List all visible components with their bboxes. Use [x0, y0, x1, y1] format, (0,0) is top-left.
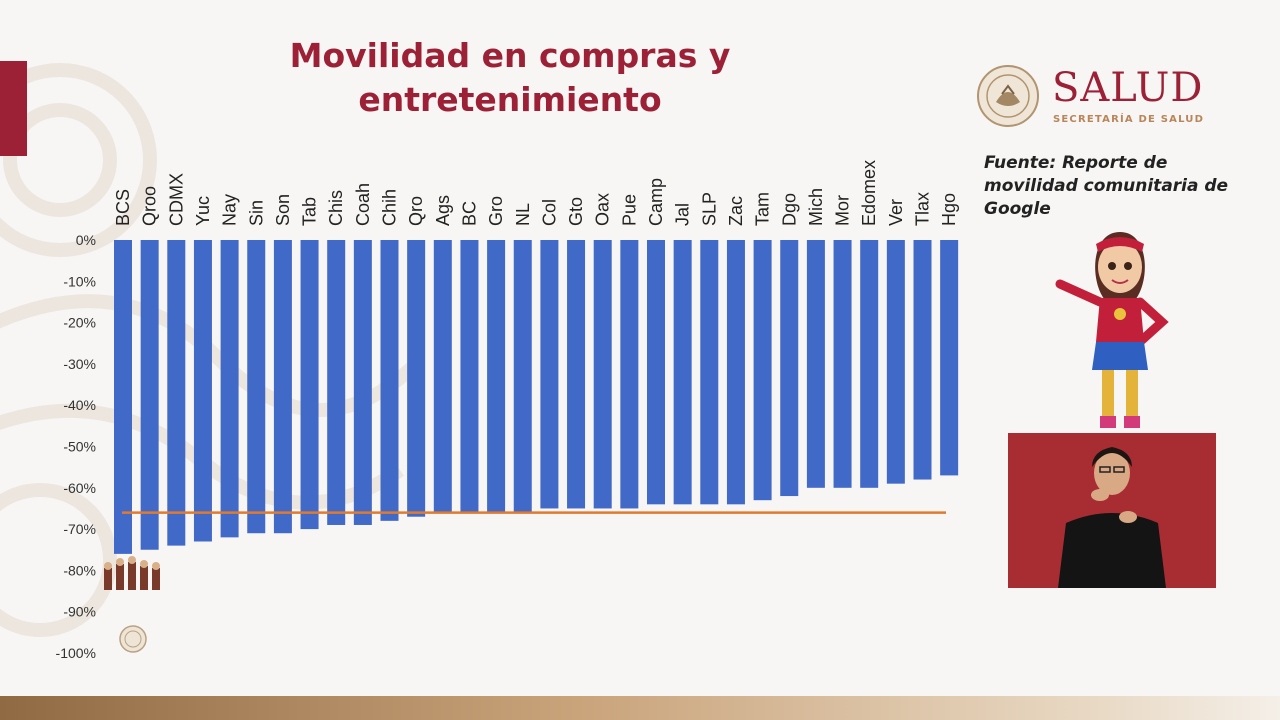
y-tick-label: -40%	[63, 397, 96, 413]
left-accent-tab	[0, 61, 27, 156]
bar-slp	[700, 240, 719, 505]
x-tick-label: Dgo	[779, 193, 799, 226]
bar-jal	[673, 240, 692, 505]
y-tick-label: -30%	[63, 356, 96, 372]
bar-tam	[753, 240, 772, 501]
bar-bc	[460, 240, 479, 513]
bar-mich	[806, 240, 825, 488]
bar-chart: 0% -10% -20% -30% -40% -50% -60% -70% -80% -90% -1…	[56, 160, 960, 661]
x-tick-label: Gto	[566, 197, 586, 226]
y-tick-label: -60%	[63, 480, 96, 496]
bar-nl	[513, 240, 532, 513]
x-tick-label: Chis	[326, 190, 346, 226]
x-tick-label: CDMX	[166, 173, 186, 226]
x-tick-label: Mor	[833, 195, 853, 226]
salud-subtitle: SECRETARÍA DE SALUD	[1053, 114, 1205, 125]
bar-dgo	[780, 240, 799, 497]
bar-qro	[407, 240, 426, 517]
y-tick-label: -10%	[63, 273, 96, 289]
bar-ver	[886, 240, 905, 484]
bar-yuc	[193, 240, 212, 542]
y-tick-label: -80%	[63, 562, 96, 578]
bar-son	[273, 240, 292, 534]
x-tick-label: Qroo	[140, 186, 160, 226]
national-seal-icon	[977, 65, 1039, 127]
x-tick-label: Oax	[593, 193, 613, 226]
x-tick-label: Edomex	[859, 160, 879, 226]
bar-pue	[620, 240, 639, 509]
y-tick-label: -70%	[63, 521, 96, 537]
salud-logo: SALUD SECRETARÍA DE SALUD	[972, 62, 1232, 132]
x-tick-label: Gro	[486, 196, 506, 226]
bar-gro	[487, 240, 506, 513]
x-tick-label: Tab	[300, 197, 320, 226]
chart-title: Movilidad en compras y entretenimiento	[289, 36, 731, 119]
bar-tlax	[913, 240, 932, 480]
x-tick-label: Pue	[619, 194, 639, 226]
y-tick-label: -50%	[63, 439, 96, 455]
bar-oax	[593, 240, 612, 509]
x-tick-label: Mich	[806, 188, 826, 226]
bar-chih	[380, 240, 399, 521]
bar-gto	[567, 240, 586, 509]
y-tick-label: -100%	[56, 645, 96, 661]
bar-edomex	[860, 240, 879, 488]
x-tick-label: SLP	[699, 192, 719, 226]
bar-mor	[833, 240, 852, 488]
salud-wordmark: SALUD	[1052, 65, 1204, 111]
heroes-illustration	[104, 556, 160, 590]
x-tick-label: Sin	[246, 200, 266, 226]
x-tick-label: Jal	[673, 203, 693, 226]
bar-qroo	[140, 240, 159, 550]
bar-chis	[327, 240, 346, 525]
bar-bcs	[114, 240, 132, 554]
x-tick-label: Chih	[380, 189, 400, 226]
y-tick-label: 0%	[76, 232, 96, 248]
x-tick-label: Zac	[726, 196, 746, 226]
x-tick-label: Ags	[433, 195, 453, 226]
x-tick-label: Nay	[220, 194, 240, 226]
bar-col	[540, 240, 559, 509]
mascot-illustration	[1055, 232, 1169, 428]
bar-cdmx	[167, 240, 186, 546]
x-tick-label: Qro	[406, 196, 426, 226]
x-tick-label: BCS	[113, 189, 133, 226]
x-tick-label: Coah	[353, 183, 373, 226]
bar-ags	[433, 240, 452, 513]
bar-camp	[647, 240, 665, 505]
bar-sin	[247, 240, 266, 534]
x-tick-label: Hgo	[939, 193, 959, 226]
x-tick-label: Tam	[753, 192, 773, 226]
x-tick-label: BC	[459, 201, 479, 226]
x-tick-label: Ver	[886, 199, 906, 226]
x-tick-label: Yuc	[193, 196, 213, 226]
bar-hgo	[940, 240, 959, 476]
x-tick-label: Son	[273, 194, 293, 226]
x-tick-label: Camp	[646, 178, 666, 226]
bar-tab	[300, 240, 319, 530]
source-note: Fuente: Reporte de movilidad comunitaria…	[984, 153, 1229, 219]
interpreter-figure	[1058, 447, 1166, 588]
bar-zac	[726, 240, 745, 505]
x-tick-label: Col	[539, 199, 559, 226]
x-tick-label: NL	[513, 203, 533, 226]
small-seal-icon	[119, 625, 147, 653]
y-tick-label: -90%	[63, 604, 96, 620]
y-tick-label: -20%	[63, 315, 96, 331]
bottom-decorative-band	[0, 696, 1280, 720]
bar-nay	[220, 240, 239, 538]
bar-coah	[353, 240, 372, 525]
interpreter-video	[1008, 433, 1216, 588]
x-tick-label: Tlax	[913, 192, 933, 226]
